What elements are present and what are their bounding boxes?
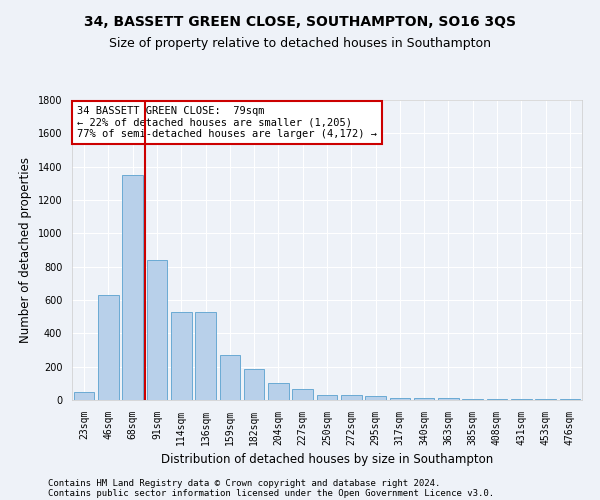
Bar xyxy=(220,355,240,400)
Bar xyxy=(122,175,143,400)
Text: Contains HM Land Registry data © Crown copyright and database right 2024.: Contains HM Land Registry data © Crown c… xyxy=(48,478,440,488)
Bar xyxy=(414,398,434,400)
Bar xyxy=(560,399,580,400)
Bar xyxy=(511,399,532,400)
Text: Contains public sector information licensed under the Open Government Licence v3: Contains public sector information licen… xyxy=(48,488,494,498)
Y-axis label: Number of detached properties: Number of detached properties xyxy=(19,157,32,343)
Bar xyxy=(317,395,337,400)
Bar xyxy=(487,399,508,400)
Bar xyxy=(292,389,313,400)
Bar xyxy=(389,398,410,400)
Bar xyxy=(74,392,94,400)
Text: 34, BASSETT GREEN CLOSE, SOUTHAMPTON, SO16 3QS: 34, BASSETT GREEN CLOSE, SOUTHAMPTON, SO… xyxy=(84,15,516,29)
Bar xyxy=(365,396,386,400)
Bar xyxy=(535,399,556,400)
Bar xyxy=(171,312,191,400)
Bar xyxy=(268,382,289,400)
Bar xyxy=(438,398,459,400)
Bar xyxy=(341,395,362,400)
Bar xyxy=(146,260,167,400)
Text: 34 BASSETT GREEN CLOSE:  79sqm
← 22% of detached houses are smaller (1,205)
77% : 34 BASSETT GREEN CLOSE: 79sqm ← 22% of d… xyxy=(77,106,377,139)
X-axis label: Distribution of detached houses by size in Southampton: Distribution of detached houses by size … xyxy=(161,454,493,466)
Text: Size of property relative to detached houses in Southampton: Size of property relative to detached ho… xyxy=(109,38,491,51)
Bar xyxy=(463,399,483,400)
Bar xyxy=(98,295,119,400)
Bar xyxy=(195,312,216,400)
Bar xyxy=(244,369,265,400)
